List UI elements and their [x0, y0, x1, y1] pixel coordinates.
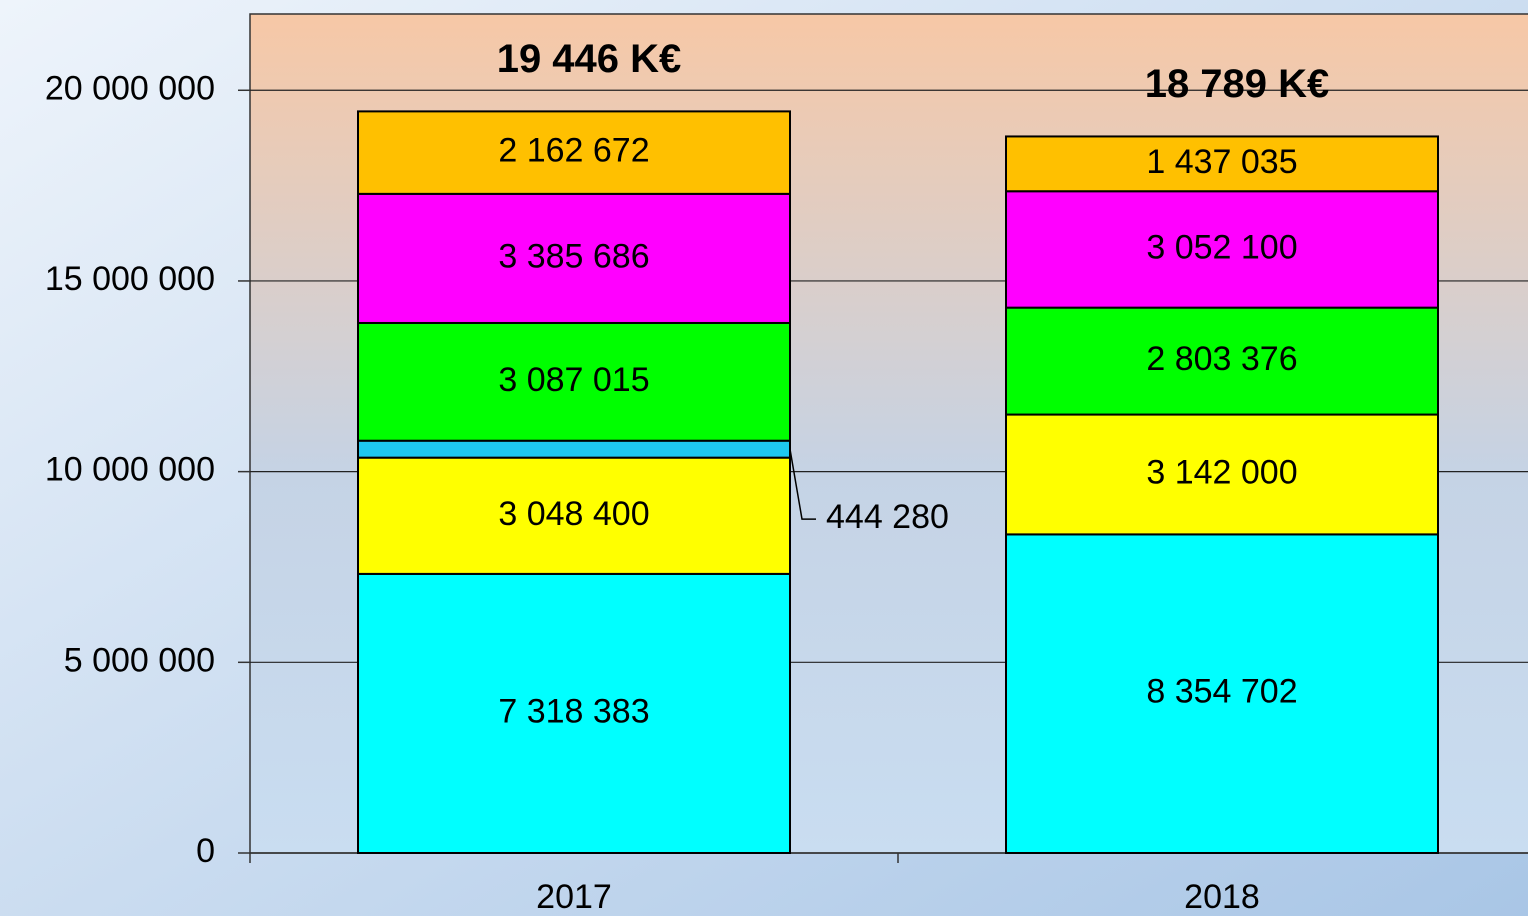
value-label: 3 052 100	[1146, 228, 1297, 266]
bar-segment	[357, 456, 791, 575]
bar-segment	[1005, 306, 1439, 416]
value-label: 3 142 000	[1146, 453, 1297, 491]
bar-segment	[1005, 413, 1439, 536]
bar-segment	[357, 321, 791, 442]
y-tick-label: 15 000 000	[45, 260, 215, 298]
leader-line	[789, 449, 816, 520]
value-label: 3 385 686	[498, 237, 649, 275]
value-label: 1 437 035	[1146, 143, 1297, 181]
value-label: 7 318 383	[498, 692, 649, 730]
value-label: 444 280	[826, 498, 949, 536]
bar-segment	[1005, 533, 1439, 854]
total-label: 18 789 K€	[1145, 62, 1330, 106]
x-tick-label: 2017	[536, 878, 612, 916]
y-tick-label: 10 000 000	[45, 451, 215, 489]
bar-segment	[1005, 135, 1439, 193]
value-label: 3 087 015	[498, 361, 649, 399]
y-tick-label: 20 000 000	[45, 69, 215, 107]
bar-segment	[357, 192, 791, 324]
value-label: 3 048 400	[498, 495, 649, 533]
bar-segment	[357, 439, 791, 459]
bar-segment	[1005, 190, 1439, 309]
total-label: 19 446 K€	[497, 37, 682, 81]
value-label: 2 803 376	[1146, 340, 1297, 378]
x-tick-label: 2018	[1184, 878, 1260, 916]
value-label: 8 354 702	[1146, 673, 1297, 711]
y-tick-label: 0	[196, 832, 215, 870]
y-tick-label: 5 000 000	[64, 641, 215, 679]
bar-segment	[357, 110, 791, 195]
value-label: 2 162 672	[498, 132, 649, 170]
